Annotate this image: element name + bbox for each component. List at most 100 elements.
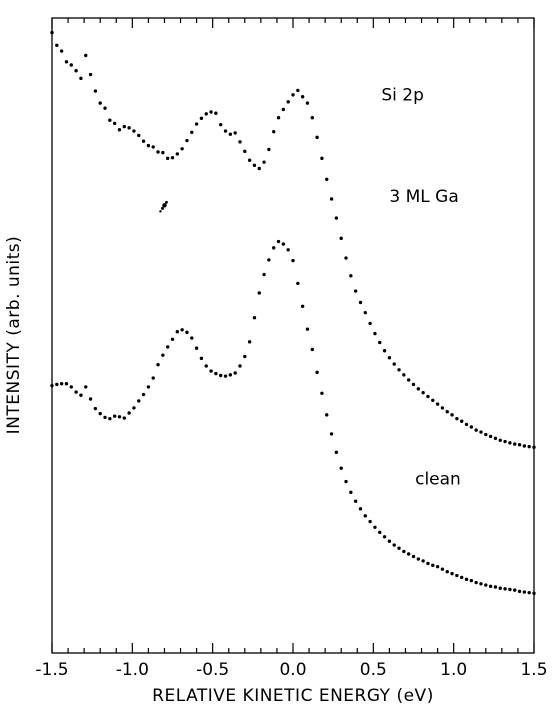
series-2-point [469, 578, 474, 583]
series-1-point [55, 43, 59, 48]
series-1-point [185, 138, 189, 143]
series-2-point [190, 336, 194, 340]
series-1-point [426, 394, 430, 399]
series-2-point [435, 564, 440, 569]
series-1-point [108, 118, 112, 122]
series-1-point [141, 139, 146, 143]
series-1-point [165, 156, 170, 161]
x-tick-label: -0.5 [196, 660, 229, 680]
series-2-point [262, 272, 266, 277]
series-2-point [402, 549, 406, 554]
series-2-point [272, 246, 276, 250]
series-1-point [329, 197, 334, 201]
series-1-point [503, 439, 507, 444]
series-2-point [479, 582, 483, 586]
data-points [50, 30, 536, 596]
series-1-point [219, 122, 223, 127]
series-1-point [267, 147, 271, 152]
series-1-point [349, 274, 353, 278]
series-1-point [397, 368, 401, 372]
annotation-label: Si 2p [381, 86, 424, 106]
series-2-point [450, 571, 454, 576]
series-2-point [161, 353, 165, 357]
series-1-point [257, 166, 261, 171]
series-2-point [460, 575, 464, 580]
series-1-point [522, 444, 527, 448]
series-2-point [112, 414, 117, 418]
series-1-point [247, 158, 252, 162]
series-1-point [320, 156, 324, 161]
series-2-point [247, 340, 252, 344]
series-1-point [315, 135, 319, 140]
series-2-point [137, 399, 141, 403]
series-1-point [358, 300, 363, 305]
series-2-point [329, 432, 334, 436]
series-2-point [223, 374, 228, 378]
series-2-point [378, 530, 382, 535]
series-2-point [315, 370, 319, 375]
series-1-point [363, 310, 367, 315]
series-2-point [296, 281, 300, 286]
series-1-point [440, 406, 445, 410]
series-2-point [252, 316, 257, 320]
annotations: Si 2p 3 ML Ga clean [381, 86, 460, 490]
series-1-point [305, 101, 310, 105]
series-1-point [325, 177, 329, 181]
series-1-point [103, 106, 107, 110]
series-2-point [170, 337, 175, 342]
series-2-point [310, 347, 314, 352]
series-2-point [219, 373, 223, 378]
series-2-point [84, 385, 88, 389]
series-2-point [503, 587, 507, 591]
series-1-point [286, 100, 290, 104]
series-1-point [175, 152, 180, 156]
series-2-point [267, 258, 271, 262]
series-2-point [334, 450, 339, 455]
series-2-point [353, 499, 358, 503]
series-1-point [50, 30, 54, 35]
series-2-point [464, 577, 469, 582]
series-1-point [479, 430, 483, 434]
series-1-point [339, 236, 343, 241]
series-1-point [223, 129, 228, 133]
series-1-point [300, 95, 305, 99]
series-1-point [233, 131, 237, 135]
series-1-point [84, 53, 88, 58]
series-1-point [527, 444, 531, 449]
series-1-point [112, 121, 117, 126]
series-1-point [209, 110, 213, 114]
series-2-point [508, 587, 512, 592]
series-2-point [151, 376, 155, 380]
series-1-point [281, 107, 286, 112]
series-1-point [228, 132, 233, 136]
series-2-point [513, 588, 517, 592]
series-2-point [55, 382, 59, 387]
series-2-point [185, 330, 189, 335]
series-1-point [204, 112, 208, 116]
series-2-point [344, 479, 348, 484]
series-1-point [194, 122, 199, 126]
series-2-point [387, 539, 392, 543]
series-2-point [165, 345, 170, 349]
series-2-point [421, 559, 425, 563]
series-2-point [50, 383, 54, 388]
series-1-point [435, 402, 440, 406]
series-1-point [402, 373, 406, 377]
series-1-point [132, 129, 136, 133]
series-2-point [103, 415, 107, 420]
series-2-point [300, 304, 305, 308]
series-2-point [74, 390, 78, 394]
series-1-point [243, 149, 247, 154]
x-axis-tick-labels: -1.5 -1.0 -0.5 0.0 0.5 1.0 1.5 [35, 660, 547, 680]
series-2-point [305, 327, 310, 331]
series-1-point [474, 428, 478, 432]
series-2-point [199, 356, 204, 361]
series-1-point [498, 438, 502, 442]
series-1-point [146, 143, 151, 148]
x-tick-label: 0.5 [360, 660, 387, 680]
series-2-point [484, 583, 488, 587]
series-2-point [445, 570, 449, 574]
series-1-point [69, 63, 73, 67]
series-1-point [161, 150, 165, 155]
